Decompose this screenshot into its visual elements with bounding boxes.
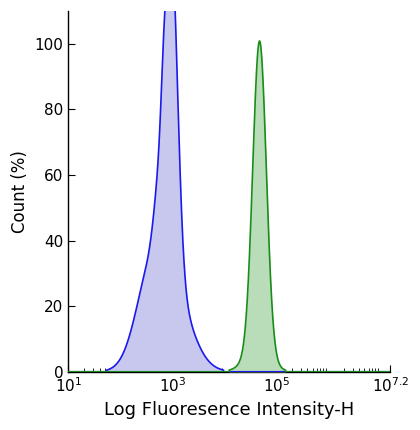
Y-axis label: Count (%): Count (%)	[11, 150, 29, 233]
X-axis label: Log Fluoresence Intensity-H: Log Fluoresence Intensity-H	[104, 401, 354, 419]
